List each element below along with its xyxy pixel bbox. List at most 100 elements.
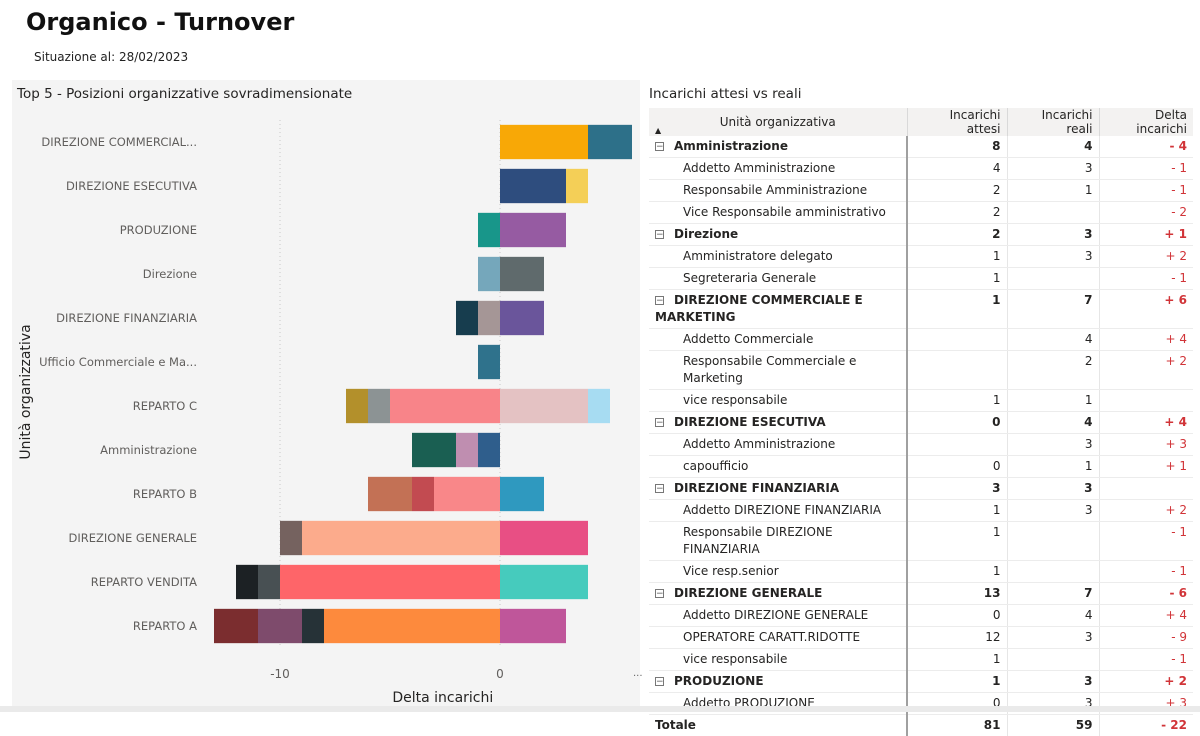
unit-label: Amministratore delegato xyxy=(683,249,833,263)
category-label: DIREZIONE ESECUTIVA xyxy=(66,179,197,193)
category-label: DIREZIONE GENERALE xyxy=(69,531,197,545)
collapse-toggle-icon[interactable]: − xyxy=(655,142,664,151)
unit-cell: Responsabile Amministrazione xyxy=(649,180,907,202)
bar-segment xyxy=(500,125,588,159)
expected-cell: 3 xyxy=(907,478,1007,500)
total-delta: - 22 xyxy=(1099,715,1193,736)
unit-label: Addetto DIREZIONE GENERALE xyxy=(683,608,868,622)
bar-segment xyxy=(368,477,412,511)
unit-label: DIREZIONE ESECUTIVA xyxy=(674,415,826,429)
unit-label: DIREZIONE COMMERCIALE E MARKETING xyxy=(655,293,863,324)
unit-cell: −Amministrazione xyxy=(649,136,907,158)
collapse-toggle-icon[interactable]: − xyxy=(655,677,664,686)
actual-cell xyxy=(1007,202,1099,224)
category-label: DIREZIONE COMMERCIAL... xyxy=(41,135,197,149)
bar-segment xyxy=(500,213,566,247)
expected-cell: 1 xyxy=(907,500,1007,522)
expected-cell: 1 xyxy=(907,246,1007,268)
bar-segment xyxy=(456,301,478,335)
bar-segment xyxy=(302,609,324,643)
column-header-delta[interactable]: Delta incarichi xyxy=(1099,108,1193,136)
total-actual: 59 xyxy=(1007,715,1099,736)
delta-cell xyxy=(1099,478,1193,500)
delta-cell: - 6 xyxy=(1099,583,1193,605)
bar-segment xyxy=(390,389,500,423)
unit-cell: Amministratore delegato xyxy=(649,246,907,268)
unit-label: capoufficio xyxy=(683,459,748,473)
sort-ascending-icon[interactable]: ▲ xyxy=(655,126,661,135)
delta-cell: - 1 xyxy=(1099,561,1193,583)
collapse-toggle-icon[interactable]: − xyxy=(655,418,664,427)
unit-label: OPERATORE CARATT.RIDOTTE xyxy=(683,630,860,644)
bar-segment xyxy=(412,433,456,467)
collapse-toggle-icon[interactable]: − xyxy=(655,484,664,493)
collapse-toggle-icon[interactable]: − xyxy=(655,296,664,305)
horizontal-scrollbar[interactable] xyxy=(0,706,1200,712)
bar-segment xyxy=(478,213,500,247)
column-header-actual[interactable]: Incarichi reali xyxy=(1007,108,1099,136)
actual-cell: 3 xyxy=(1007,434,1099,456)
expected-cell: 1 xyxy=(907,390,1007,412)
collapse-toggle-icon[interactable]: − xyxy=(655,589,664,598)
delta-cell: + 2 xyxy=(1099,351,1193,390)
column-header-unit[interactable]: Unità organizzativa ▲ xyxy=(649,108,907,136)
bar-segment xyxy=(500,477,544,511)
unit-label: Responsabile Amministrazione xyxy=(683,183,867,197)
unit-cell: vice responsabile xyxy=(649,390,907,412)
category-label: REPARTO B xyxy=(133,487,197,501)
more-options-icon[interactable]: ... xyxy=(633,668,643,679)
delta-cell: - 1 xyxy=(1099,158,1193,180)
actual-cell: 3 xyxy=(1007,478,1099,500)
total-label: Totale xyxy=(649,715,907,736)
actual-cell: 3 xyxy=(1007,500,1099,522)
bar-segment xyxy=(478,301,500,335)
bar-segment xyxy=(258,609,302,643)
oversized-positions-chart[interactable]: Top 5 - Posizioni organizzative sovradim… xyxy=(12,80,640,708)
delta-cell: - 1 xyxy=(1099,522,1193,561)
bar-segment xyxy=(500,565,588,599)
unit-label: Vice Responsabile amministrativo xyxy=(683,205,886,219)
table-row[interactable]: Vice resp.senior 1 - 1 xyxy=(649,561,1193,583)
unit-label: vice responsabile xyxy=(683,652,787,666)
collapse-toggle-icon[interactable]: − xyxy=(655,230,664,239)
delta-cell: + 4 xyxy=(1099,605,1193,627)
bar-segment xyxy=(236,565,258,599)
unit-label: Vice resp.senior xyxy=(683,564,779,578)
unit-cell: Responsabile DIREZIONE FINANZIARIA xyxy=(649,522,907,561)
column-header-expected[interactable]: Incarichi attesi xyxy=(907,108,1007,136)
delta-cell: + 4 xyxy=(1099,329,1193,351)
expected-cell xyxy=(907,434,1007,456)
unit-cell: −DIREZIONE GENERALE xyxy=(649,583,907,605)
expected-cell: 1 xyxy=(907,561,1007,583)
delta-cell: + 1 xyxy=(1099,224,1193,246)
expected-vs-actual-table[interactable]: Incarichi attesi vs reali Unità organizz… xyxy=(643,80,1200,708)
bar-segment xyxy=(500,389,588,423)
bar-segment xyxy=(500,301,544,335)
expected-cell: 13 xyxy=(907,583,1007,605)
delta-cell: - 1 xyxy=(1099,268,1193,290)
bar-segment xyxy=(302,521,500,555)
delta-cell: + 4 xyxy=(1099,412,1193,434)
